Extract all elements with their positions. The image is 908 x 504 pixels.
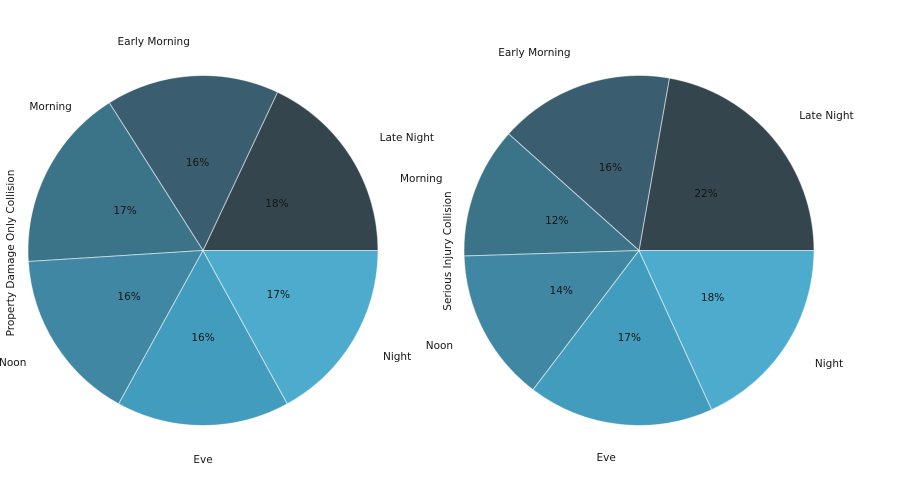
pie-slice-morning xyxy=(463,133,640,257)
pie-slice-noon xyxy=(27,250,204,405)
pct-label-late-night: 18% xyxy=(265,197,289,210)
pct-label-early-morning: 16% xyxy=(598,161,623,174)
slice-label-early-morning: Early Morning xyxy=(117,35,190,48)
pct-label-noon: 14% xyxy=(549,284,573,297)
slice-label-morning: Morning xyxy=(29,101,72,114)
pie-slice-eve xyxy=(118,250,288,426)
pct-label-late-night: 22% xyxy=(694,188,718,201)
pie-slice-morning xyxy=(27,102,204,262)
pie-slice-early-morning xyxy=(108,75,279,251)
slice-label-noon: Noon xyxy=(425,340,454,353)
pct-label-eve: 17% xyxy=(617,331,641,344)
slice-label-morning: Morning xyxy=(399,172,443,185)
slice-label-late-night: Late Night xyxy=(379,132,435,145)
y-axis-label-serious-injury: Serious Injury Collision xyxy=(441,191,454,311)
pie-slice-eve xyxy=(532,250,713,426)
slice-label-early-morning: Early Morning xyxy=(498,46,571,59)
pie-slice-night xyxy=(638,250,815,411)
pie-slice-night xyxy=(202,250,379,405)
pct-label-night: 18% xyxy=(700,291,725,304)
pie-slice-early-morning xyxy=(508,75,670,251)
pie-slice-late-night xyxy=(202,91,379,251)
slice-label-eve: Eve xyxy=(596,452,616,465)
pie-slice-late-night xyxy=(638,77,815,251)
pct-label-noon: 16% xyxy=(117,291,141,304)
slice-label-eve: Eve xyxy=(193,453,213,466)
pct-label-early-morning: 16% xyxy=(185,156,210,169)
slice-label-night: Night xyxy=(383,350,412,363)
pct-label-morning: 17% xyxy=(113,204,137,217)
pie-slice-noon xyxy=(463,250,640,391)
pct-label-night: 17% xyxy=(266,288,290,301)
slice-label-night: Night xyxy=(814,357,844,370)
pct-label-eve: 16% xyxy=(191,331,215,344)
slice-label-noon: Noon xyxy=(0,356,27,369)
pct-label-morning: 12% xyxy=(545,214,569,227)
slice-label-late-night: Late Night xyxy=(799,109,854,122)
